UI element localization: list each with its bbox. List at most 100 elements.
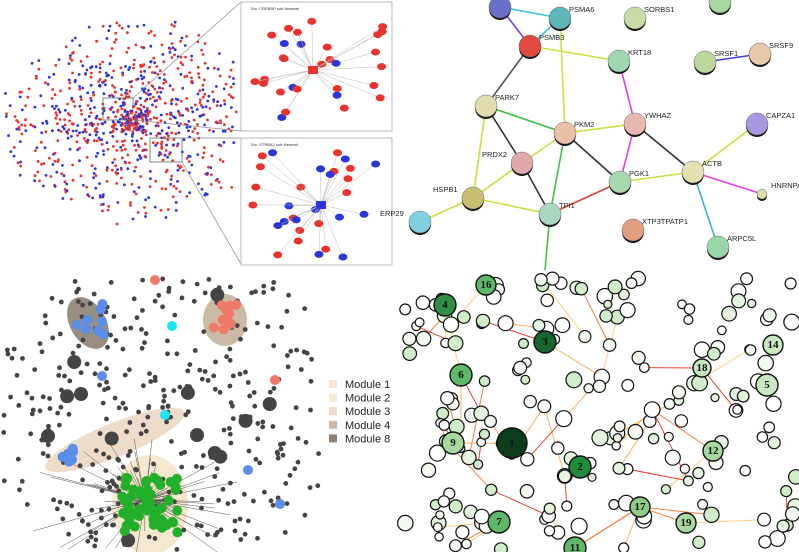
network-node xyxy=(84,130,88,134)
network-node xyxy=(147,31,151,35)
zoom-line xyxy=(181,161,242,265)
subnetwork-node xyxy=(375,94,385,102)
network-node xyxy=(251,390,257,395)
network-node xyxy=(17,128,21,131)
network-node xyxy=(79,59,83,63)
network-node xyxy=(146,404,152,409)
network-node xyxy=(98,66,102,70)
network-node xyxy=(120,88,123,91)
network-node xyxy=(128,325,134,331)
directed-edge xyxy=(580,288,611,346)
subnetwork-node xyxy=(260,75,270,83)
network-node xyxy=(92,172,96,175)
network-node xyxy=(217,180,221,184)
network-node xyxy=(70,59,74,62)
network-node xyxy=(295,459,301,465)
network-node xyxy=(191,298,197,304)
module-node xyxy=(80,324,91,335)
protein-label: HNRNPAB xyxy=(771,181,799,190)
network-node xyxy=(232,77,235,80)
network-node xyxy=(160,405,166,410)
network-node xyxy=(102,106,106,110)
network-node xyxy=(144,129,147,132)
network-node xyxy=(203,61,207,65)
network-node xyxy=(92,543,98,549)
network-node xyxy=(279,324,284,330)
subnetwork-node xyxy=(321,245,331,253)
network-node xyxy=(212,130,215,133)
network-node xyxy=(36,170,40,174)
network-node xyxy=(85,156,89,159)
network-node xyxy=(106,166,109,170)
network-node xyxy=(776,519,790,533)
network-node xyxy=(176,180,179,183)
network-node xyxy=(120,113,124,117)
network-node xyxy=(143,154,147,158)
network-node xyxy=(121,129,125,133)
network-node xyxy=(161,387,166,393)
network-node xyxy=(121,140,124,143)
network-node xyxy=(146,107,149,110)
network-node xyxy=(232,82,236,86)
network-node xyxy=(603,299,613,309)
network-node xyxy=(29,395,35,401)
network-node xyxy=(218,52,221,55)
network-node xyxy=(121,101,125,105)
network-node xyxy=(66,411,72,417)
network-node xyxy=(112,126,116,130)
network-node xyxy=(93,530,99,536)
module-node xyxy=(222,315,233,326)
network-node xyxy=(121,73,125,77)
network-node xyxy=(145,414,151,420)
network-node xyxy=(78,159,81,163)
network-node xyxy=(127,25,130,28)
network-node xyxy=(307,485,313,490)
network-node xyxy=(282,530,288,535)
network-node xyxy=(315,483,321,489)
network-node xyxy=(175,144,179,148)
network-node xyxy=(68,87,71,90)
network-node xyxy=(164,419,170,425)
network-node xyxy=(176,164,180,168)
network-node xyxy=(303,439,309,445)
network-node xyxy=(115,182,119,185)
network-node xyxy=(8,104,12,107)
network-node xyxy=(136,25,139,28)
module-node xyxy=(167,516,178,527)
network-node xyxy=(49,295,55,301)
network-node xyxy=(74,387,88,401)
network-node xyxy=(100,203,103,207)
network-node xyxy=(187,160,191,163)
edge xyxy=(297,204,322,242)
network-node xyxy=(68,81,72,85)
network-node xyxy=(428,444,447,462)
network-node xyxy=(308,378,314,384)
network-node xyxy=(60,389,75,404)
protein-node xyxy=(488,0,512,19)
network-node xyxy=(57,499,63,505)
network-node xyxy=(75,140,79,144)
module-node xyxy=(140,491,151,502)
module-node xyxy=(97,316,108,327)
network-node xyxy=(201,156,205,159)
network-node xyxy=(295,436,301,441)
interaction-edge xyxy=(564,123,636,134)
network-node xyxy=(149,132,153,136)
network-node xyxy=(42,313,48,319)
subnetwork-node xyxy=(325,170,335,178)
network-node xyxy=(102,92,106,96)
protein-node xyxy=(518,34,542,58)
protein-node xyxy=(474,94,498,118)
network-node xyxy=(143,113,146,116)
network-node xyxy=(278,446,284,452)
network-node xyxy=(102,153,106,156)
network-node xyxy=(76,343,82,349)
network-node xyxy=(415,295,431,310)
network-node xyxy=(197,33,201,37)
network-node xyxy=(53,159,57,163)
network-node xyxy=(24,104,27,108)
legend-label: Module 4 xyxy=(345,420,390,432)
network-node xyxy=(184,55,187,59)
network-node xyxy=(523,394,537,409)
subnetwork-node xyxy=(295,226,305,234)
